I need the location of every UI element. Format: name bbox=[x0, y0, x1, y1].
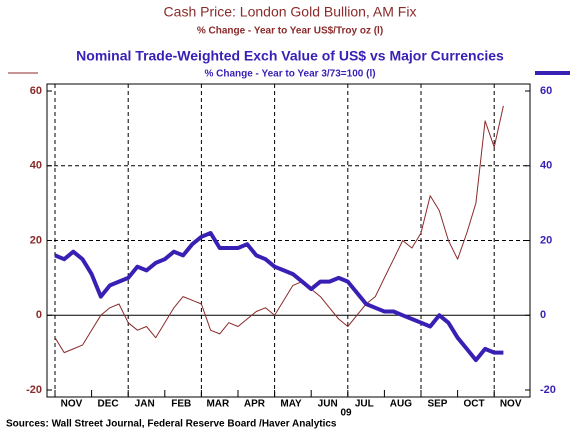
y2-tick-label: 40 bbox=[540, 160, 552, 172]
y2-tick-label: -20 bbox=[540, 384, 556, 396]
x-tick-label: MAR bbox=[206, 399, 230, 410]
x-tick-label: AUG bbox=[390, 399, 412, 410]
x-tick-label: MAY bbox=[280, 399, 302, 410]
chart-subtitle-2: % Change - Year to Year 3/73=100 (l) bbox=[204, 69, 375, 80]
y-tick-label: -20 bbox=[26, 384, 42, 396]
series-line bbox=[54, 231, 504, 363]
y2-tick-label: 0 bbox=[540, 309, 546, 321]
y-tick-label: 60 bbox=[30, 85, 42, 97]
x-tick-label: JAN bbox=[135, 399, 155, 410]
y-tick-label: 0 bbox=[36, 309, 42, 321]
y2-tick-label: 20 bbox=[540, 234, 552, 246]
year-label: 09 bbox=[340, 408, 352, 419]
source: Sources: Wall Street Journal, Federal Re… bbox=[6, 419, 337, 430]
x-tick-label: JUL bbox=[355, 399, 374, 410]
x-tick-label: OCT bbox=[464, 399, 485, 410]
chart-title: Cash Price: London Gold Bullion, AM Fix bbox=[164, 4, 417, 20]
x-tick-label: NOV bbox=[61, 399, 83, 410]
chart-subtitle: % Change - Year to Year US$/Troy oz (l) bbox=[197, 26, 383, 37]
x-tick-label: SEP bbox=[427, 399, 447, 410]
x-tick-label: DEC bbox=[98, 399, 119, 410]
y-tick-label: 40 bbox=[30, 160, 42, 172]
series-line bbox=[54, 105, 504, 354]
x-tick-label: JUN bbox=[318, 399, 338, 410]
x-tick-label: APR bbox=[244, 399, 266, 410]
x-tick-label: NOV bbox=[500, 399, 522, 410]
x-tick-label: FEB bbox=[171, 399, 191, 410]
y-tick-label: 20 bbox=[30, 234, 42, 246]
y2-tick-label: 60 bbox=[540, 85, 552, 97]
chart-title-2: Nominal Trade-Weighted Exch Value of US$… bbox=[76, 48, 504, 64]
